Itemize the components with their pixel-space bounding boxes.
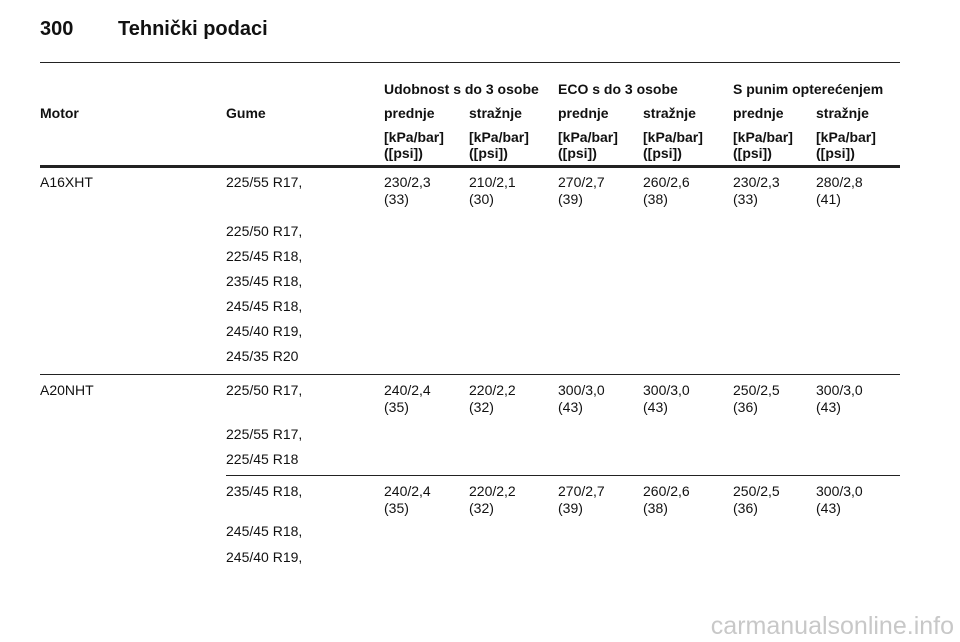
column-header: stražnje bbox=[643, 105, 696, 121]
tire-size: 245/45 R18, bbox=[226, 298, 303, 314]
motor: A16XHT bbox=[40, 174, 93, 190]
column-header: stražnje bbox=[469, 105, 522, 121]
pressure-value: (36) bbox=[733, 399, 758, 415]
group-header: ECO s do 3 osobe bbox=[558, 81, 678, 97]
column-header: prednje bbox=[733, 105, 784, 121]
unit-header: [kPa/bar] bbox=[469, 129, 529, 145]
pressure-value: 300/3,0 bbox=[643, 382, 690, 398]
pressure-value: 230/2,3 bbox=[733, 174, 780, 190]
pressure-value: 210/2,1 bbox=[469, 174, 516, 190]
pressure-value: 230/2,3 bbox=[384, 174, 431, 190]
pressure-value: (43) bbox=[643, 399, 668, 415]
rule bbox=[226, 475, 900, 476]
rule bbox=[40, 165, 900, 168]
watermark: carmanualsonline.info bbox=[710, 612, 954, 640]
unit-header: [kPa/bar] bbox=[816, 129, 876, 145]
unit-header: ([psi]) bbox=[384, 145, 423, 161]
tire-size: 225/50 R17, bbox=[226, 223, 303, 239]
page-title: Tehnički podaci bbox=[118, 18, 268, 40]
tire-size: 245/35 R20 bbox=[226, 348, 299, 364]
tire-size: 225/55 R17, bbox=[226, 426, 303, 442]
pressure-value: (38) bbox=[643, 500, 668, 516]
pressure-value: (41) bbox=[816, 191, 841, 207]
pressure-value: 270/2,7 bbox=[558, 483, 605, 499]
unit-header: [kPa/bar] bbox=[643, 129, 703, 145]
group-header: Udobnost s do 3 osobe bbox=[384, 81, 539, 97]
pressure-value: (43) bbox=[558, 399, 583, 415]
column-header: prednje bbox=[384, 105, 435, 121]
rule bbox=[40, 374, 900, 375]
tire-size: 235/45 R18, bbox=[226, 483, 303, 499]
pressure-value: 260/2,6 bbox=[643, 174, 690, 190]
unit-header: [kPa/bar] bbox=[384, 129, 444, 145]
pressure-value: 270/2,7 bbox=[558, 174, 605, 190]
pressure-value: (32) bbox=[469, 399, 494, 415]
unit-header: ([psi]) bbox=[733, 145, 772, 161]
tire-size: 245/45 R18, bbox=[226, 523, 303, 539]
unit-header: ([psi]) bbox=[816, 145, 855, 161]
tire-size: 245/40 R19, bbox=[226, 323, 303, 339]
unit-header: ([psi]) bbox=[558, 145, 597, 161]
pressure-value: 220/2,2 bbox=[469, 382, 516, 398]
page-number: 300 bbox=[40, 18, 74, 40]
column-header: prednje bbox=[558, 105, 609, 121]
tire-size: 225/50 R17, bbox=[226, 382, 303, 398]
pressure-value: (33) bbox=[384, 191, 409, 207]
pressure-value: 240/2,4 bbox=[384, 483, 431, 499]
pressure-value: 300/3,0 bbox=[816, 483, 863, 499]
pressure-value: 280/2,8 bbox=[816, 174, 863, 190]
tire-size: 225/55 R17, bbox=[226, 174, 303, 190]
unit-header: ([psi]) bbox=[643, 145, 682, 161]
pressure-value: 240/2,4 bbox=[384, 382, 431, 398]
motor: A20NHT bbox=[40, 382, 94, 398]
pressure-value: 220/2,2 bbox=[469, 483, 516, 499]
pressure-value: (43) bbox=[816, 500, 841, 516]
pressure-value: (36) bbox=[733, 500, 758, 516]
unit-header: ([psi]) bbox=[469, 145, 508, 161]
pressure-value: (39) bbox=[558, 191, 583, 207]
tire-size: 225/45 R18, bbox=[226, 248, 303, 264]
rule bbox=[40, 62, 900, 63]
pressure-value: (43) bbox=[816, 399, 841, 415]
pressure-value: 300/3,0 bbox=[558, 382, 605, 398]
pressure-value: (30) bbox=[469, 191, 494, 207]
pressure-value: (39) bbox=[558, 500, 583, 516]
unit-header: [kPa/bar] bbox=[733, 129, 793, 145]
tire-size: 245/40 R19, bbox=[226, 549, 303, 565]
tire-size: 225/45 R18 bbox=[226, 451, 299, 467]
pressure-value: 260/2,6 bbox=[643, 483, 690, 499]
unit-header: [kPa/bar] bbox=[558, 129, 618, 145]
pressure-value: (33) bbox=[733, 191, 758, 207]
pressure-value: (35) bbox=[384, 399, 409, 415]
column-header: stražnje bbox=[816, 105, 869, 121]
pressure-value: (35) bbox=[384, 500, 409, 516]
group-header: S punim opterećenjem bbox=[733, 81, 884, 97]
pressure-value: (32) bbox=[469, 500, 494, 516]
pressure-value: 250/2,5 bbox=[733, 382, 780, 398]
pressure-value: (38) bbox=[643, 191, 668, 207]
column-header: Motor bbox=[40, 105, 79, 121]
tire-size: 235/45 R18, bbox=[226, 273, 303, 289]
pressure-value: 250/2,5 bbox=[733, 483, 780, 499]
pressure-value: 300/3,0 bbox=[816, 382, 863, 398]
column-header: Gume bbox=[226, 105, 266, 121]
